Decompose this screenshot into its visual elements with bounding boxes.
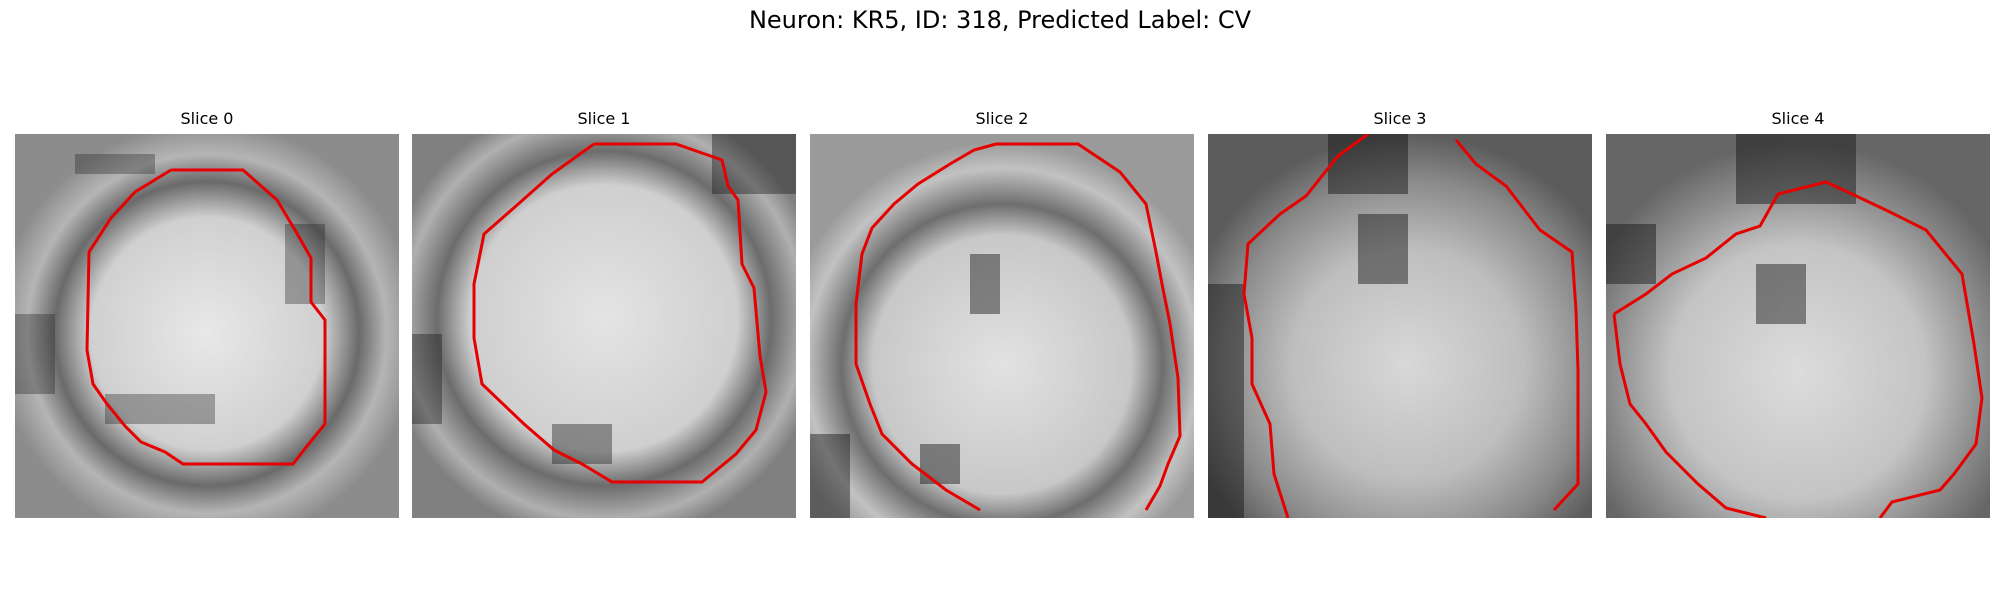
roi-outline — [1613, 180, 1984, 518]
figure-title: Neuron: KR5, ID: 318, Predicted Label: C… — [748, 6, 1252, 34]
slice-title: Slice 0 — [180, 109, 234, 128]
slice-image-0 — [15, 134, 399, 518]
slice-panel-0: Slice 0 — [15, 108, 399, 518]
slice-panel-2: Slice 2 — [810, 108, 1194, 518]
slice-panel-4: Slice 4 — [1606, 108, 1990, 518]
slice-panel-1: Slice 1 — [412, 108, 796, 518]
roi-outline — [1612, 313, 1767, 518]
slice-image-1 — [412, 134, 796, 518]
slice-title: Slice 1 — [577, 109, 631, 128]
slice-image-4 — [1606, 134, 1990, 518]
slice-title: Slice 4 — [1771, 109, 1825, 128]
roi-outline — [1242, 134, 1369, 518]
roi-outline — [472, 142, 768, 484]
roi-outline — [85, 168, 327, 466]
slice-image-3 — [1208, 134, 1592, 518]
slice-title: Slice 3 — [1373, 109, 1427, 128]
slice-title: Slice 2 — [975, 109, 1029, 128]
roi-outline — [996, 142, 1182, 511]
slice-panel-3: Slice 3 — [1208, 108, 1592, 518]
roi-outline — [854, 142, 997, 512]
roi-outline — [1454, 139, 1580, 512]
slice-image-2 — [810, 134, 1194, 518]
